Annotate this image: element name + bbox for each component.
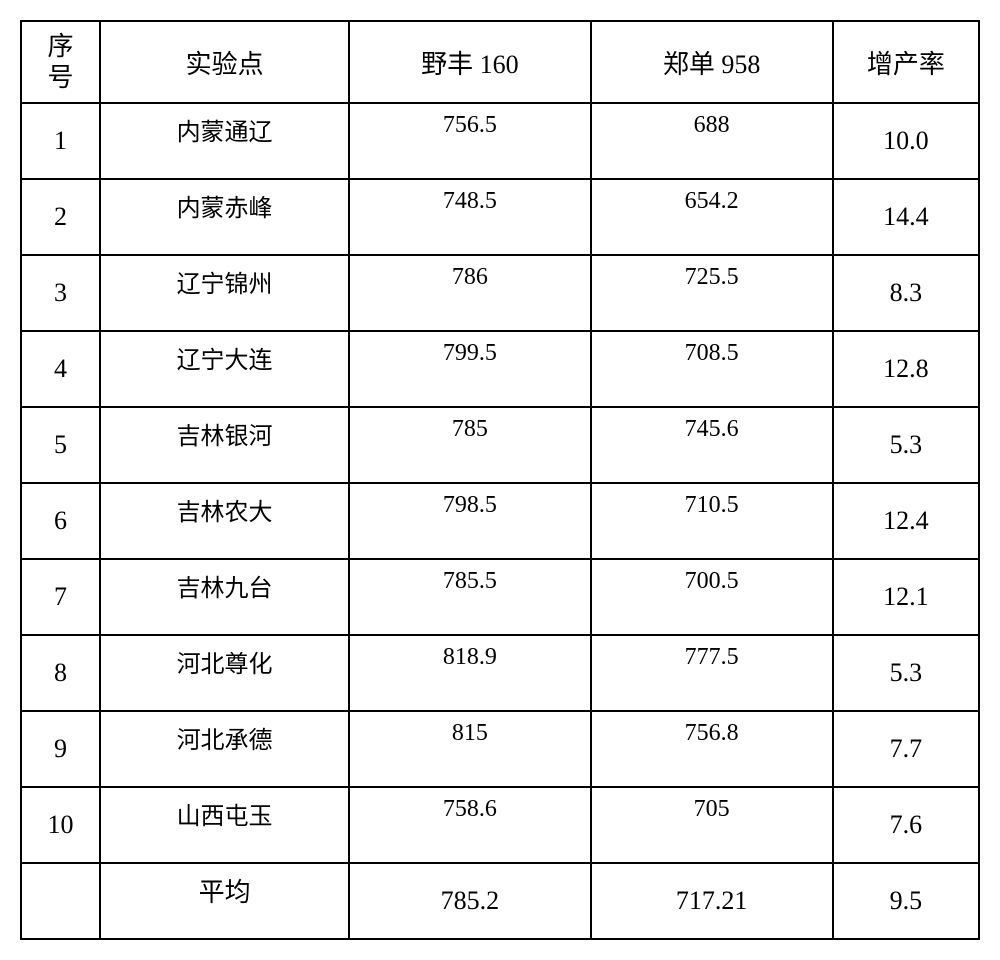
cell-rate: 12.8 xyxy=(833,331,979,407)
cell-zheng: 688 xyxy=(591,103,833,179)
cell-seq: 6 xyxy=(21,483,100,559)
table-header-row: 序 号 实验点 野丰 160 郑单 958 增产率 xyxy=(21,21,979,103)
header-ye: 野丰 160 xyxy=(349,21,590,103)
cell-ye: 815 xyxy=(349,711,590,787)
cell-ye: 758.6 xyxy=(349,787,590,863)
cell-zheng: 700.5 xyxy=(591,559,833,635)
cell-ye: 799.5 xyxy=(349,331,590,407)
table-row: 7吉林九台785.5700.512.1 xyxy=(21,559,979,635)
cell-site: 辽宁锦州 xyxy=(100,255,349,331)
cell-seq: 8 xyxy=(21,635,100,711)
cell-seq: 1 xyxy=(21,103,100,179)
cell-rate: 8.3 xyxy=(833,255,979,331)
header-site: 实验点 xyxy=(100,21,349,103)
cell-avg-seq xyxy=(21,863,100,939)
cell-zheng: 745.6 xyxy=(591,407,833,483)
yield-comparison-table: 序 号 实验点 野丰 160 郑单 958 增产率 1内蒙通辽756.56881… xyxy=(20,20,980,940)
table-row: 10山西屯玉758.67057.6 xyxy=(21,787,979,863)
cell-rate: 12.4 xyxy=(833,483,979,559)
table-row: 3辽宁锦州786725.58.3 xyxy=(21,255,979,331)
table-row: 8河北尊化818.9777.55.3 xyxy=(21,635,979,711)
cell-site: 吉林九台 xyxy=(100,559,349,635)
cell-ye: 818.9 xyxy=(349,635,590,711)
cell-site: 吉林农大 xyxy=(100,483,349,559)
cell-site: 内蒙赤峰 xyxy=(100,179,349,255)
cell-avg-rate: 9.5 xyxy=(833,863,979,939)
table-row: 1内蒙通辽756.568810.0 xyxy=(21,103,979,179)
cell-zheng: 756.8 xyxy=(591,711,833,787)
cell-seq: 2 xyxy=(21,179,100,255)
cell-rate: 7.6 xyxy=(833,787,979,863)
cell-zheng: 654.2 xyxy=(591,179,833,255)
table-row: 9河北承德815756.87.7 xyxy=(21,711,979,787)
cell-zheng: 710.5 xyxy=(591,483,833,559)
cell-site: 吉林银河 xyxy=(100,407,349,483)
cell-ye: 798.5 xyxy=(349,483,590,559)
cell-site: 山西屯玉 xyxy=(100,787,349,863)
cell-rate: 12.1 xyxy=(833,559,979,635)
cell-rate: 10.0 xyxy=(833,103,979,179)
cell-ye: 786 xyxy=(349,255,590,331)
cell-seq: 3 xyxy=(21,255,100,331)
cell-seq: 9 xyxy=(21,711,100,787)
cell-avg-zheng: 717.21 xyxy=(591,863,833,939)
cell-ye: 785 xyxy=(349,407,590,483)
cell-zheng: 705 xyxy=(591,787,833,863)
cell-rate: 5.3 xyxy=(833,635,979,711)
header-seq-line1: 序 xyxy=(48,32,74,61)
header-rate: 增产率 xyxy=(833,21,979,103)
table-row: 2内蒙赤峰748.5654.214.4 xyxy=(21,179,979,255)
header-seq: 序 号 xyxy=(21,21,100,103)
data-table-container: 序 号 实验点 野丰 160 郑单 958 增产率 1内蒙通辽756.56881… xyxy=(20,20,980,940)
header-zheng: 郑单 958 xyxy=(591,21,833,103)
table-row: 4辽宁大连799.5708.512.8 xyxy=(21,331,979,407)
cell-seq: 7 xyxy=(21,559,100,635)
cell-ye: 785.5 xyxy=(349,559,590,635)
cell-avg-label: 平均 xyxy=(100,863,349,939)
cell-rate: 5.3 xyxy=(833,407,979,483)
cell-zheng: 708.5 xyxy=(591,331,833,407)
table-row-average: 平均785.2717.219.5 xyxy=(21,863,979,939)
header-seq-line2: 号 xyxy=(48,63,74,92)
cell-seq: 4 xyxy=(21,331,100,407)
cell-zheng: 777.5 xyxy=(591,635,833,711)
cell-ye: 756.5 xyxy=(349,103,590,179)
cell-site: 内蒙通辽 xyxy=(100,103,349,179)
cell-ye: 748.5 xyxy=(349,179,590,255)
table-row: 6吉林农大798.5710.512.4 xyxy=(21,483,979,559)
cell-seq: 10 xyxy=(21,787,100,863)
table-row: 5吉林银河785745.65.3 xyxy=(21,407,979,483)
cell-seq: 5 xyxy=(21,407,100,483)
cell-site: 河北尊化 xyxy=(100,635,349,711)
cell-site: 辽宁大连 xyxy=(100,331,349,407)
cell-rate: 7.7 xyxy=(833,711,979,787)
cell-zheng: 725.5 xyxy=(591,255,833,331)
table-body: 1内蒙通辽756.568810.02内蒙赤峰748.5654.214.43辽宁锦… xyxy=(21,103,979,939)
cell-site: 河北承德 xyxy=(100,711,349,787)
cell-rate: 14.4 xyxy=(833,179,979,255)
cell-avg-ye: 785.2 xyxy=(349,863,590,939)
